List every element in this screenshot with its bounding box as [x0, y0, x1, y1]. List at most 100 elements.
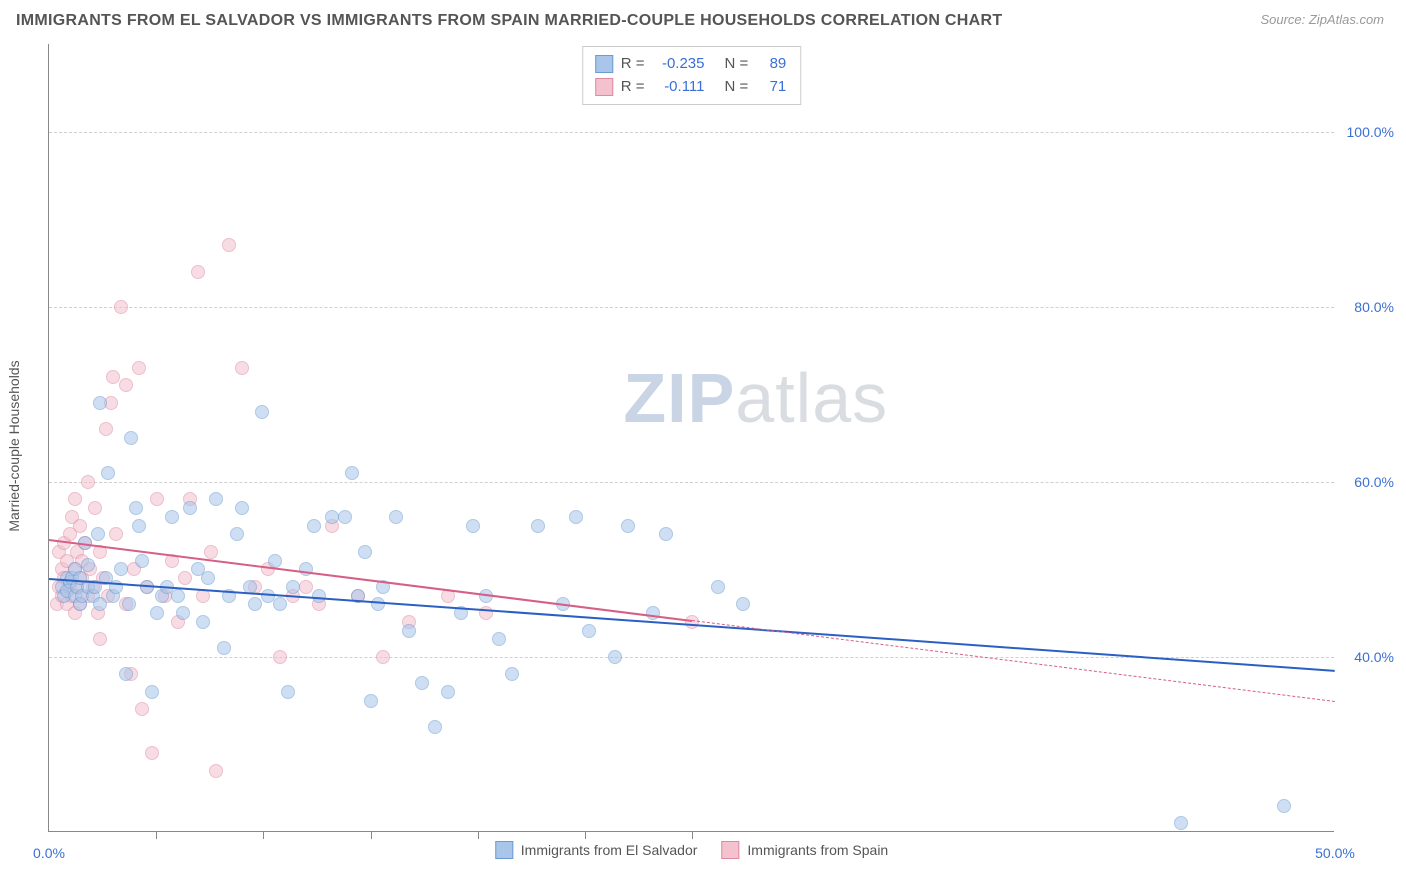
data-point — [114, 300, 128, 314]
legend-n-label: N = — [725, 53, 749, 76]
trend-line — [692, 620, 1335, 702]
x-tick-label: 50.0% — [1315, 845, 1355, 861]
data-point — [307, 519, 321, 533]
data-point — [376, 650, 390, 664]
data-point — [531, 519, 545, 533]
data-point — [204, 545, 218, 559]
data-point — [119, 378, 133, 392]
scatter-plot: ZIPatlas R =-0.235N =89R =-0.111N =71 Im… — [48, 44, 1334, 832]
data-point — [569, 510, 583, 524]
legend-r-label: R = — [621, 53, 645, 76]
data-point — [171, 589, 185, 603]
stats-legend: R =-0.235N =89R =-0.111N =71 — [582, 46, 802, 105]
data-point — [222, 238, 236, 252]
y-tick-label: 100.0% — [1339, 124, 1394, 140]
legend-item: Immigrants from Spain — [721, 841, 888, 859]
data-point — [711, 580, 725, 594]
data-point — [132, 519, 146, 533]
data-point — [209, 764, 223, 778]
data-point — [608, 650, 622, 664]
data-point — [165, 510, 179, 524]
data-point — [176, 606, 190, 620]
legend-r-value: -0.111 — [653, 76, 705, 99]
data-point — [217, 641, 231, 655]
x-tick — [156, 831, 157, 839]
data-point — [582, 624, 596, 638]
data-point — [736, 597, 750, 611]
data-point — [402, 624, 416, 638]
data-point — [145, 746, 159, 760]
data-point — [428, 720, 442, 734]
chart-title: IMMIGRANTS FROM EL SALVADOR VS IMMIGRANT… — [16, 12, 1002, 30]
data-point — [230, 527, 244, 541]
data-point — [685, 615, 699, 629]
legend-r-value: -0.235 — [653, 53, 705, 76]
data-point — [191, 265, 205, 279]
data-point — [505, 667, 519, 681]
legend-swatch — [595, 55, 613, 73]
gridline — [49, 132, 1334, 133]
x-tick — [263, 831, 264, 839]
data-point — [621, 519, 635, 533]
data-point — [132, 361, 146, 375]
data-point — [109, 527, 123, 541]
data-point — [93, 396, 107, 410]
data-point — [345, 466, 359, 480]
data-point — [255, 405, 269, 419]
data-point — [201, 571, 215, 585]
data-point — [268, 554, 282, 568]
gridline — [49, 307, 1334, 308]
legend-swatch — [495, 841, 513, 859]
legend-swatch — [595, 78, 613, 96]
y-axis-title: Married-couple Households — [6, 360, 22, 531]
data-point — [119, 667, 133, 681]
legend-n-value: 71 — [756, 76, 786, 99]
data-point — [235, 361, 249, 375]
data-point — [91, 527, 105, 541]
data-point — [371, 597, 385, 611]
data-point — [281, 685, 295, 699]
data-point — [73, 519, 87, 533]
data-point — [114, 562, 128, 576]
data-point — [150, 492, 164, 506]
data-point — [492, 632, 506, 646]
data-point — [441, 685, 455, 699]
data-point — [183, 501, 197, 515]
data-point — [299, 580, 313, 594]
data-point — [178, 571, 192, 585]
y-tick-label: 60.0% — [1339, 474, 1394, 490]
data-point — [135, 702, 149, 716]
data-point — [88, 501, 102, 515]
y-tick-label: 80.0% — [1339, 299, 1394, 315]
legend-label: Immigrants from Spain — [747, 842, 888, 858]
legend-swatch — [721, 841, 739, 859]
data-point — [150, 606, 164, 620]
legend-row: R = -0.111 N = 71 — [595, 76, 787, 99]
data-point — [122, 597, 136, 611]
x-tick — [478, 831, 479, 839]
gridline — [49, 482, 1334, 483]
watermark: ZIPatlas — [623, 358, 888, 438]
data-point — [93, 597, 107, 611]
data-point — [106, 370, 120, 384]
data-point — [196, 615, 210, 629]
data-point — [99, 422, 113, 436]
data-point — [81, 475, 95, 489]
legend-r-label: R = — [621, 76, 645, 99]
data-point — [235, 501, 249, 515]
x-tick-label: 0.0% — [33, 845, 65, 861]
data-point — [209, 492, 223, 506]
data-point — [135, 554, 149, 568]
data-point — [389, 510, 403, 524]
data-point — [299, 562, 313, 576]
x-tick — [692, 831, 693, 839]
data-point — [466, 519, 480, 533]
data-point — [358, 545, 372, 559]
data-point — [1174, 816, 1188, 830]
data-point — [1277, 799, 1291, 813]
data-point — [338, 510, 352, 524]
data-point — [81, 558, 95, 572]
legend-n-label: N = — [725, 76, 749, 99]
series-legend: Immigrants from El SalvadorImmigrants fr… — [495, 841, 888, 859]
source-attribution: Source: ZipAtlas.com — [1260, 12, 1384, 27]
